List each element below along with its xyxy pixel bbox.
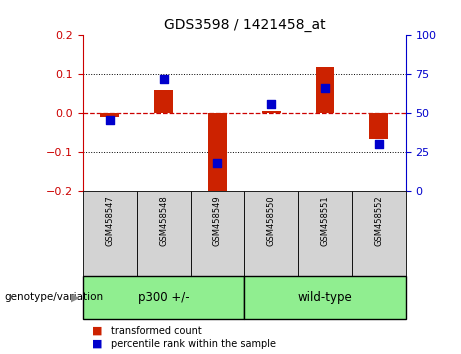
Bar bbox=[369, 113, 388, 138]
Point bbox=[267, 101, 275, 107]
Point bbox=[214, 160, 221, 166]
Bar bbox=[83, 276, 244, 319]
Bar bbox=[244, 276, 406, 319]
Bar bbox=[208, 113, 227, 193]
Text: GSM458552: GSM458552 bbox=[374, 195, 383, 246]
Text: GSM458547: GSM458547 bbox=[106, 195, 114, 246]
Bar bbox=[244, 191, 298, 276]
Bar bbox=[262, 111, 281, 113]
Text: percentile rank within the sample: percentile rank within the sample bbox=[111, 339, 276, 349]
Text: genotype/variation: genotype/variation bbox=[5, 292, 104, 302]
Text: GSM458548: GSM458548 bbox=[159, 195, 168, 246]
Text: GSM458550: GSM458550 bbox=[267, 195, 276, 246]
Text: ■: ■ bbox=[92, 326, 103, 336]
Point bbox=[321, 86, 329, 91]
Text: ■: ■ bbox=[92, 339, 103, 349]
Bar bbox=[190, 191, 244, 276]
Point bbox=[160, 76, 167, 82]
Point bbox=[375, 142, 383, 147]
Bar bbox=[100, 113, 119, 117]
Bar bbox=[154, 90, 173, 113]
Text: transformed count: transformed count bbox=[111, 326, 201, 336]
Text: wild-type: wild-type bbox=[298, 291, 352, 304]
Text: GSM458551: GSM458551 bbox=[320, 195, 330, 246]
Bar bbox=[137, 191, 190, 276]
Text: GSM458549: GSM458549 bbox=[213, 195, 222, 246]
Bar bbox=[298, 191, 352, 276]
Bar bbox=[316, 67, 334, 113]
Point bbox=[106, 117, 113, 122]
Bar bbox=[352, 191, 406, 276]
Title: GDS3598 / 1421458_at: GDS3598 / 1421458_at bbox=[164, 18, 325, 32]
Text: p300 +/-: p300 +/- bbox=[138, 291, 189, 304]
Bar bbox=[83, 191, 137, 276]
Text: ▶: ▶ bbox=[71, 292, 80, 302]
